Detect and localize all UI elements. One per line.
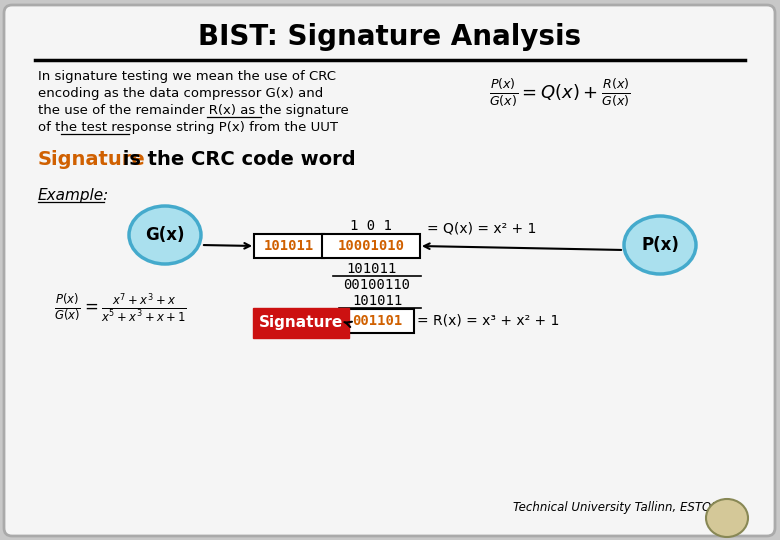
- Text: Signature: Signature: [259, 315, 343, 330]
- Text: Signature: Signature: [38, 150, 146, 169]
- Text: $\frac{P(x)}{G(x)} = \frac{x^7+x^3+x}{x^5+x^3+x+1}$: $\frac{P(x)}{G(x)} = \frac{x^7+x^3+x}{x^…: [54, 292, 186, 325]
- FancyBboxPatch shape: [253, 308, 349, 338]
- Text: 101011: 101011: [346, 262, 396, 276]
- Text: 001101: 001101: [352, 314, 402, 328]
- Text: is the CRC code word: is the CRC code word: [116, 150, 356, 169]
- Text: 101011: 101011: [352, 294, 402, 308]
- Text: 10001010: 10001010: [338, 239, 405, 253]
- Text: 101011: 101011: [264, 239, 314, 253]
- Text: In signature testing we mean the use of CRC: In signature testing we mean the use of …: [38, 70, 336, 83]
- Ellipse shape: [129, 206, 201, 264]
- Text: $\frac{P(x)}{G(x)} = Q(x) + \frac{R(x)}{G(x)}$: $\frac{P(x)}{G(x)} = Q(x) + \frac{R(x)}{…: [489, 77, 631, 109]
- Text: G(x): G(x): [145, 226, 185, 244]
- FancyBboxPatch shape: [340, 309, 414, 333]
- Ellipse shape: [706, 499, 748, 537]
- Ellipse shape: [624, 216, 696, 274]
- Text: = R(x) = x³ + x² + 1: = R(x) = x³ + x² + 1: [417, 314, 559, 328]
- Text: BIST: Signature Analysis: BIST: Signature Analysis: [198, 23, 582, 51]
- FancyBboxPatch shape: [254, 234, 324, 258]
- Text: = Q(x) = x² + 1: = Q(x) = x² + 1: [427, 221, 537, 235]
- Text: 1 0 1: 1 0 1: [350, 219, 392, 233]
- Text: Example:: Example:: [38, 188, 109, 203]
- Text: encoding as the data compressor G(x) and: encoding as the data compressor G(x) and: [38, 87, 323, 100]
- Text: the use of the remainder R(x) as the signature: the use of the remainder R(x) as the sig…: [38, 104, 349, 117]
- FancyBboxPatch shape: [4, 5, 775, 536]
- Text: Technical University Tallinn, ESTONIA: Technical University Tallinn, ESTONIA: [512, 501, 732, 514]
- Text: P(x): P(x): [641, 236, 679, 254]
- Text: of the test response string P(x) from the UUT: of the test response string P(x) from th…: [38, 121, 338, 134]
- Text: 00100110: 00100110: [343, 278, 410, 292]
- FancyBboxPatch shape: [322, 234, 420, 258]
